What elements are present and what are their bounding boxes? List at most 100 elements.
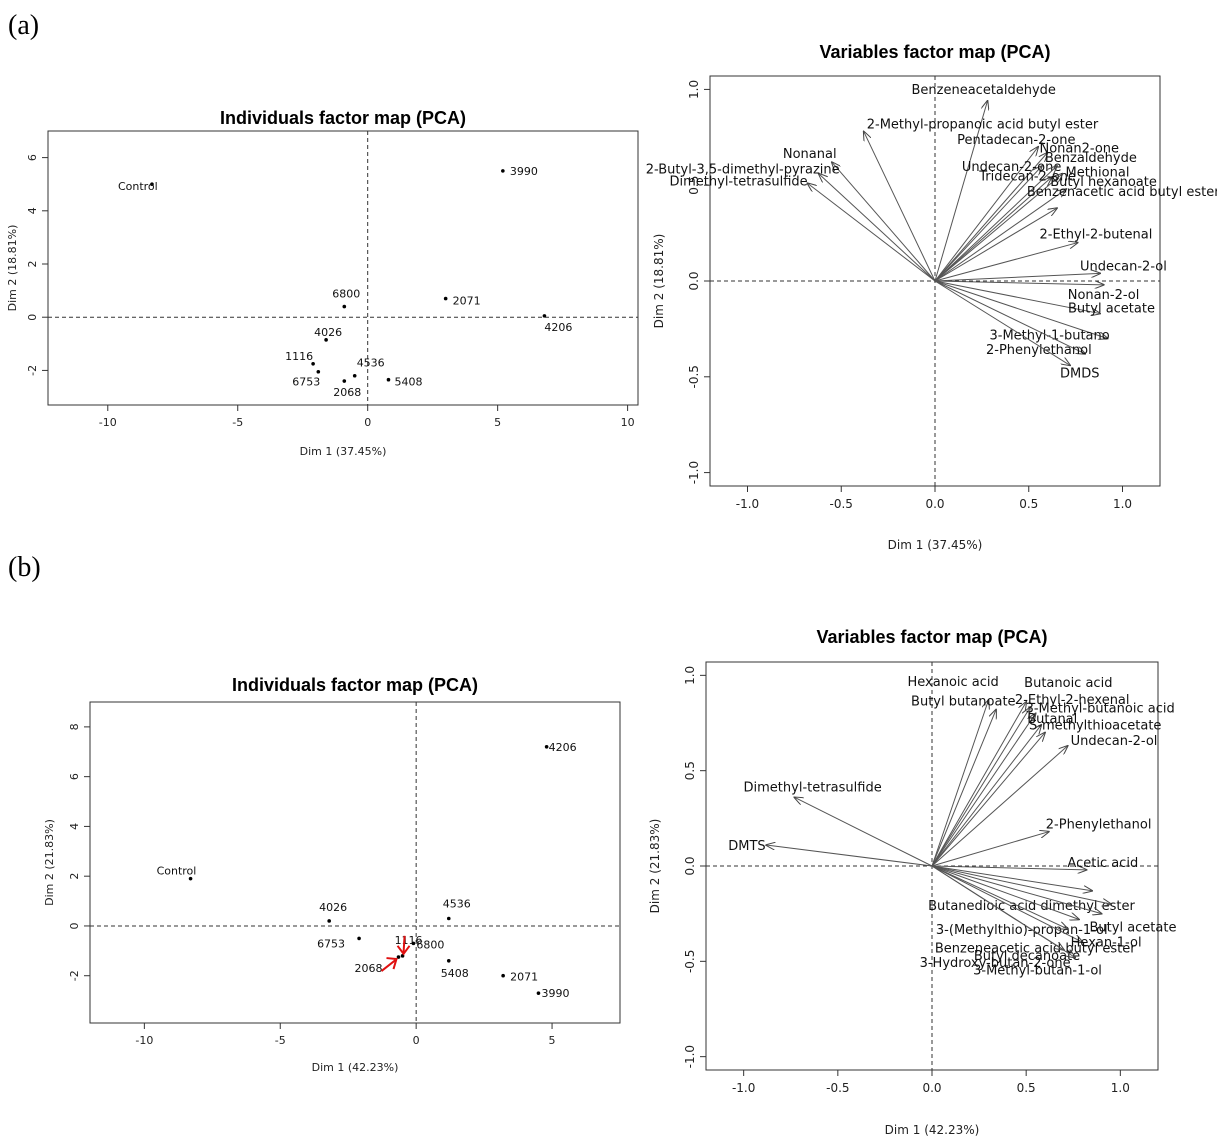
arrow-benzenacetic-acid-butyl-ester: [934, 208, 1057, 282]
arrow-3-methylthio-propan-1-ol: [931, 865, 1111, 904]
arrow-acetic-acid: [931, 865, 1086, 870]
plot-frame: [89, 701, 621, 1024]
y-tick-label: 1.0: [683, 666, 697, 685]
x-tick-label: -1.0: [736, 497, 759, 511]
point-label-control: Control: [157, 865, 197, 878]
x-tick-label: -5: [275, 1034, 286, 1047]
variable-label-benzaldehyde: Benzaldehyde: [1045, 151, 1137, 166]
arrow-butanal: [931, 725, 1041, 867]
point-label-2071: 2071: [510, 971, 538, 984]
x-tick-label: 1.0: [1111, 1081, 1130, 1095]
point-4206: [542, 314, 547, 318]
point-label-4536: 4536: [357, 357, 385, 370]
y-tick-label: -2: [68, 970, 81, 981]
point-label-3990: 3990: [510, 165, 538, 178]
point-5408: [386, 377, 391, 382]
variable-label-2-phenylethanol: 2-Phenylethanol: [1046, 818, 1152, 833]
variable-label-3-methyl-butanoic-acid: 3-Methyl-butanoic acid: [1026, 701, 1175, 716]
arrow-butyl-butanoate: [931, 710, 996, 867]
arrow-benzeneacetaldehyde: [934, 101, 988, 282]
point-label-4026: 4026: [319, 901, 347, 914]
x-tick-label: 5: [494, 416, 501, 429]
plot-frame: [47, 130, 639, 406]
chart-title: Variables factor map (PCA): [819, 42, 1050, 62]
variable-label-tridecan-2-one: Tridecan-2-one: [978, 170, 1076, 185]
variable-label-dmts: DMTS: [728, 839, 765, 854]
y-tick-label: 4: [26, 207, 39, 214]
variable-label-2-methyl-propanoic-acid-butyl-ester: 2-Methyl-propanoic acid butyl ester: [867, 118, 1099, 133]
point-label-control: Control: [118, 180, 158, 193]
x-tick-label: -1.0: [732, 1081, 755, 1095]
panel-label-a: (a): [8, 10, 40, 41]
x-tick-label: -10: [135, 1034, 153, 1047]
variable-label-3-hydroxy-butan-2-one: 3-Hydroxy-butan-2-one: [920, 956, 1071, 971]
y-tick-label: 2: [26, 261, 39, 268]
arrow-dimethyl-tetrasulfide: [795, 797, 933, 867]
variable-label-dimethyl-tetrasulfide: Dimethyl-tetrasulfide: [670, 174, 808, 189]
variable-label-butyl-butanoate: Butyl butanoate: [911, 695, 1016, 710]
panel-label-b: (b): [8, 552, 41, 583]
variable-label-butanoic-acid: Butanoic acid: [1024, 676, 1112, 691]
arrow-butyl-acetate: [931, 865, 1102, 914]
arrow-3-methyl-1-butano: [934, 280, 1108, 338]
variable-label-undecan-2-one: Undecan-2-one: [962, 160, 1061, 175]
y-tick-label: 6: [26, 154, 39, 161]
x-axis-label: Dim 1 (37.45%): [300, 445, 387, 458]
y-tick-label: 4: [68, 823, 81, 830]
variable-label-butyl-acetate: Butyl acetate: [1068, 302, 1155, 317]
point-1116: [311, 361, 315, 366]
arrow-hexanoic-acid: [931, 700, 989, 867]
point-2068: [396, 955, 401, 959]
point-label-4026: 4026: [314, 326, 342, 339]
arrow-3-hydroxy-butan-2-one: [931, 865, 1068, 929]
arrow-dimethyl-tetrasulfide: [808, 183, 936, 282]
chart-title: Individuals factor map (PCA): [220, 108, 466, 128]
variable-label-methional: Methional: [1066, 166, 1130, 181]
point-label-5408: 5408: [394, 376, 422, 389]
point-3990: [501, 169, 505, 173]
arrow-undecan-2-ol: [934, 273, 1100, 282]
chart-title: Variables factor map (PCA): [816, 627, 1047, 647]
variable-label-nonan-2-ol: Nonan-2-ol: [1068, 288, 1140, 303]
point-control: [188, 876, 193, 881]
arrow-methional: [934, 174, 1063, 282]
arrow-undecan-2-one: [934, 166, 1042, 282]
point-6753: [357, 936, 361, 941]
arrow-benzeneacetic-acid-butyl-ester: [931, 865, 1079, 919]
x-tick-label: -0.5: [826, 1081, 849, 1095]
point-6800: [411, 941, 416, 946]
point-6753: [316, 369, 321, 374]
y-tick-label: -1.0: [687, 461, 701, 484]
point-3990: [536, 991, 541, 995]
point-label-1116: 1116: [285, 350, 313, 363]
x-axis-label: Dim 1 (42.23%): [885, 1123, 980, 1137]
x-tick-label: 0: [413, 1034, 420, 1047]
variable-label-nonanal: Nonanal: [783, 147, 837, 162]
y-tick-label: 2: [68, 873, 81, 880]
x-tick-label: 1.0: [1113, 497, 1132, 511]
x-tick-label: -5: [232, 416, 243, 429]
variable-label-butyl-acetate: Butyl acetate: [1090, 921, 1177, 936]
y-tick-label: 8: [68, 723, 81, 730]
variable-label-3-methyl-butan-1-ol: 3-Methyl-butan-1-ol: [973, 964, 1102, 979]
x-tick-label: 0.0: [925, 497, 944, 511]
variable-label-benzeneacetaldehyde: Benzeneacetaldehyde: [912, 83, 1056, 98]
point-2068: [342, 379, 347, 383]
point-label-6753: 6753: [317, 937, 345, 950]
y-tick-label: 1.0: [687, 80, 701, 99]
y-axis-label: Dim 2 (21.83%): [648, 819, 662, 914]
point-label-1116: 1116: [395, 934, 423, 947]
y-axis-label: Dim 2 (18.81%): [652, 234, 666, 329]
y-tick-label: -1.0: [683, 1045, 697, 1068]
arrow-butanedioic-acid-dimethyl-ester: [931, 865, 1092, 891]
arrow-2-methyl-propanoic-acid-butyl-ester: [864, 132, 936, 282]
point-label-6800: 6800: [416, 938, 444, 951]
variable-label-butyl-hexanoate: Butyl hexanoate: [1050, 175, 1157, 190]
variable-label-butyl-decanoate: Butyl decanoate: [974, 949, 1080, 964]
point-4026: [324, 338, 328, 342]
arrow-pentadecan-2-one: [934, 147, 1038, 282]
arrow-undecan-2-ol: [931, 746, 1068, 867]
variable-label-dimethyl-tetrasulfide: Dimethyl-tetrasulfide: [744, 780, 882, 795]
point-5408: [446, 958, 451, 963]
